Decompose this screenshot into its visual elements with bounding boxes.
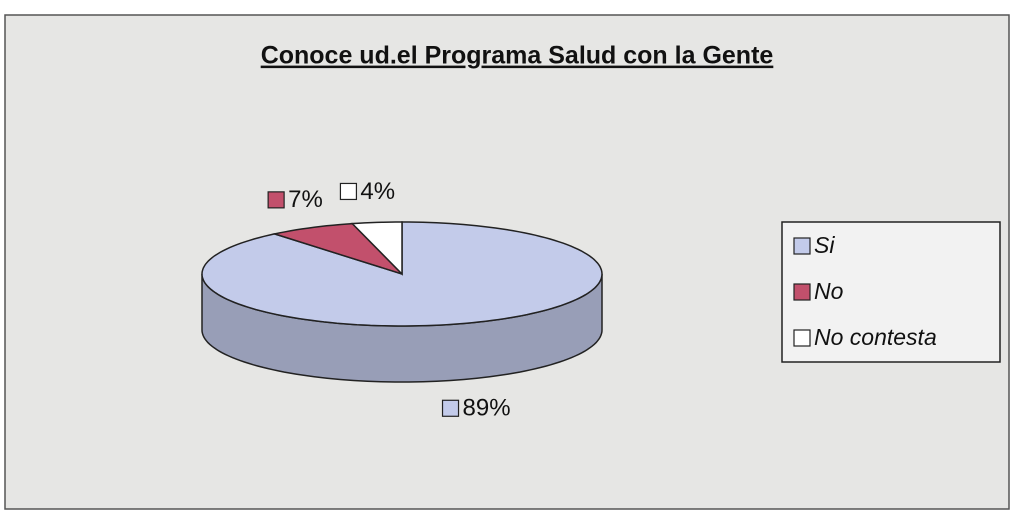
legend [781, 221, 1001, 363]
legend-swatch [793, 329, 811, 347]
slice [350, 221, 403, 276]
data-label: 89% [463, 395, 511, 422]
legend-swatch [793, 283, 811, 301]
data-label: 7% [288, 186, 323, 213]
legend-label: No contesta [814, 324, 937, 350]
data-label: 4% [360, 178, 395, 205]
legend-swatch [793, 237, 811, 255]
legend-label: Si [814, 232, 835, 258]
chart-title: Conoce ud.el Programa Salud con la Gente [261, 42, 774, 70]
label-swatch [339, 182, 358, 201]
legend-label: No [814, 278, 844, 304]
label-swatch [441, 399, 460, 417]
slice [271, 222, 403, 275]
label-swatch [267, 191, 285, 209]
pie [201, 221, 603, 383]
